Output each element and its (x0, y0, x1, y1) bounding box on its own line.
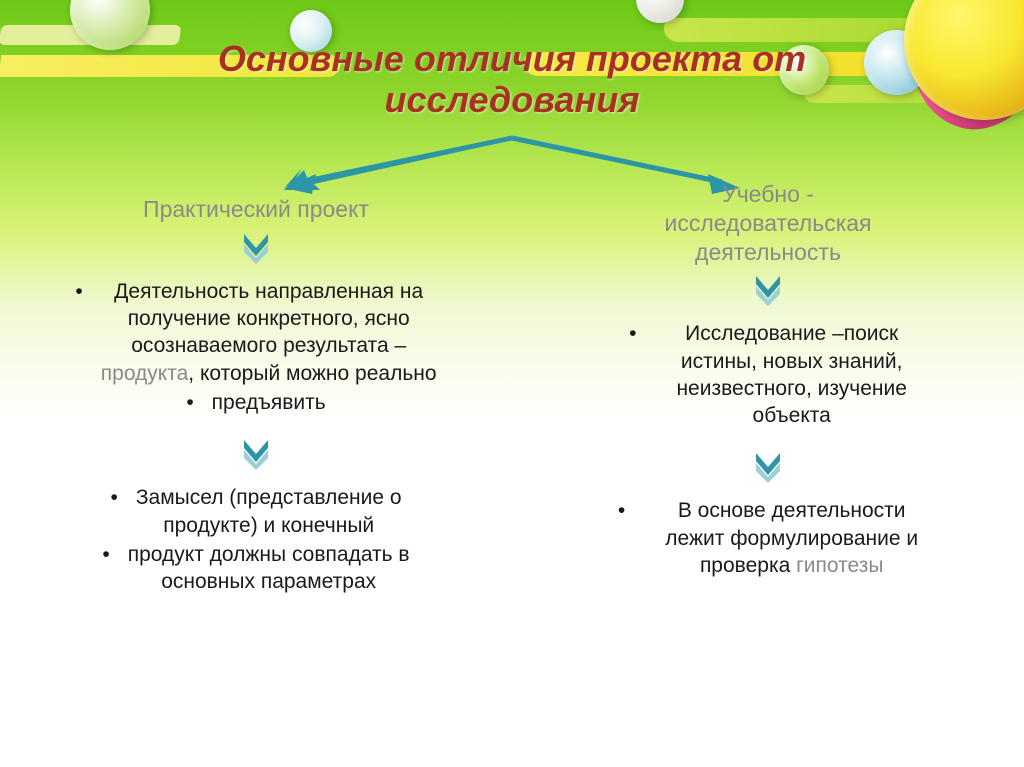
right-block-1: • Исследование –поиск истины, новых знан… (542, 320, 994, 429)
right-block-2: • В основе деятельности лежит формулиров… (542, 497, 994, 579)
text-highlight: продукта (101, 362, 189, 385)
down-arrow-icon (240, 234, 272, 264)
title-line: исследования (385, 79, 640, 120)
slide-title: Основные отличия проекта от исследования (0, 38, 1024, 121)
bullet-icon: • (618, 497, 625, 524)
text-line: основных параметрах (161, 570, 376, 593)
title-line: Основные отличия проекта от (218, 38, 806, 79)
text-line: объекта (753, 404, 831, 427)
down-arrow-icon (240, 440, 272, 470)
bullet-icon: • (186, 389, 193, 416)
text-line: лежит формулирование и (665, 527, 918, 550)
text-line: истины, новых знаний, (681, 350, 903, 373)
left-block-1: • Деятельность направленная на получение… (30, 278, 482, 416)
left-heading: Практический проект (30, 195, 482, 224)
bullet-icon: • (629, 320, 636, 347)
bullet-icon: • (102, 541, 109, 568)
text-line: Деятельность направленная на (114, 280, 423, 303)
text-line: проверка (700, 554, 796, 577)
text-line: получение конкретного, ясно (128, 307, 410, 330)
down-arrow-icon (752, 276, 784, 306)
bullet-icon: • (110, 484, 117, 511)
text-line: неизвестного, изучение (676, 377, 906, 400)
down-arrow-icon (752, 453, 784, 483)
text-line: продукт должны совпадать в (128, 543, 410, 566)
text-line: предъявить (212, 391, 326, 414)
right-heading: Учебно - исследовательская деятельность (542, 180, 994, 266)
text-line: , который можно реально (188, 362, 436, 385)
text-highlight: гипотезы (796, 554, 883, 577)
columns-container: Практический проект • Деятельность напра… (0, 195, 1024, 595)
right-column: Учебно - исследовательская деятельность … (512, 195, 1024, 595)
text-line: В основе деятельности (678, 499, 906, 522)
bullet-icon: • (75, 278, 82, 305)
text-line: Исследование –поиск (685, 322, 898, 345)
heading-line: исследовательская (664, 210, 871, 236)
left-block-2: • Замысел (представление о продукте) и к… (30, 484, 482, 595)
text-line: осознаваемого результата – (131, 334, 406, 357)
heading-line: Учебно - (722, 181, 814, 207)
text-line: продукте) и конечный (163, 514, 374, 537)
heading-line: деятельность (695, 239, 841, 265)
text-line: Замысел (представление о (136, 486, 402, 509)
left-column: Практический проект • Деятельность напра… (0, 195, 512, 595)
